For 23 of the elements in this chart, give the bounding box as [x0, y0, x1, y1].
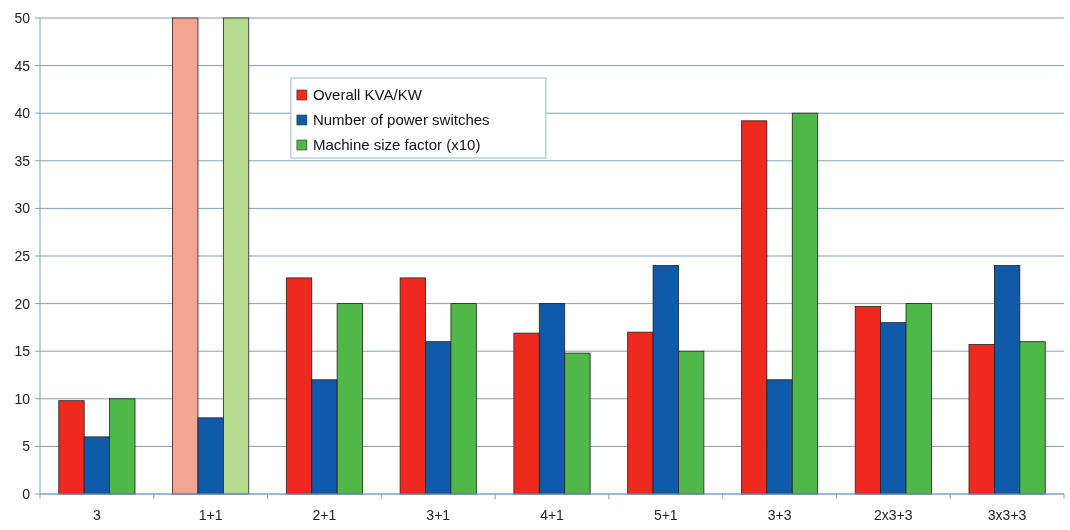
y-tick-label: 20	[14, 295, 31, 312]
x-tick-label: 3+3	[767, 507, 792, 523]
y-tick-label: 30	[14, 200, 31, 217]
y-tick-label: 45	[14, 57, 31, 74]
y-tick-label: 5	[22, 438, 31, 455]
y-tick-label: 25	[14, 247, 31, 264]
x-tick-label: 4+1	[540, 507, 565, 523]
x-tick-label: 3	[92, 507, 101, 523]
x-tick-label: 3+1	[426, 507, 451, 523]
y-tick-label: 10	[14, 390, 31, 407]
legend-label: Machine size factor (x10)	[312, 136, 481, 153]
y-tick-label: 15	[14, 343, 31, 360]
legend-label: Overall KVA/KW	[312, 86, 423, 103]
x-tick-label: 1+1	[198, 507, 223, 523]
x-tick-label: 2+1	[312, 507, 337, 523]
legend-label: Number of power switches	[312, 111, 490, 128]
x-tick-label: 3x3+3	[987, 507, 1027, 523]
y-tick-label: 40	[14, 105, 31, 122]
y-tick-label: 35	[14, 152, 31, 169]
y-tick-label: 0	[22, 485, 31, 502]
y-tick-label: 50	[14, 9, 31, 26]
x-tick-label: 2x3+3	[874, 507, 913, 523]
x-tick-label: 5+1	[653, 507, 678, 523]
